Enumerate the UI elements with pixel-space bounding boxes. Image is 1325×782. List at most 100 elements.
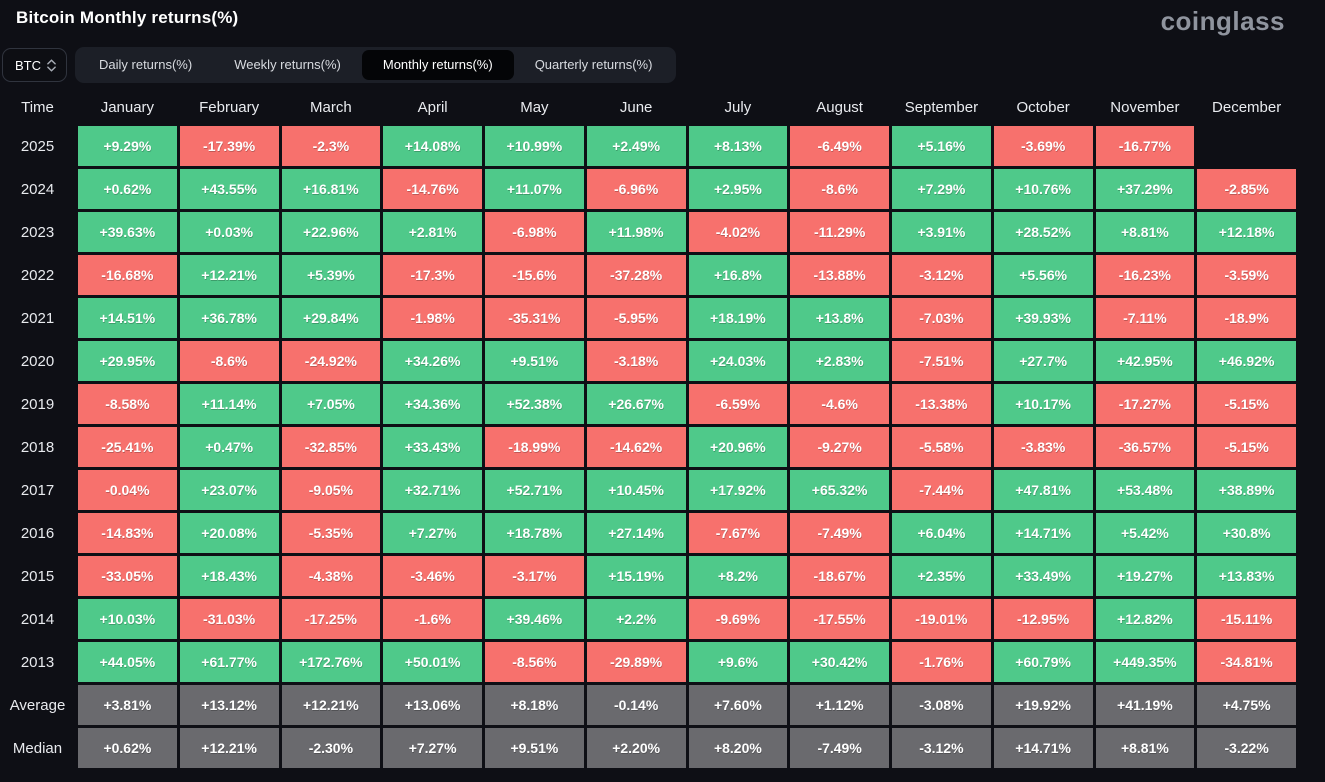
- tab-daily[interactable]: Daily returns(%): [99, 57, 193, 72]
- tab-quarterly[interactable]: Quarterly returns(%): [534, 57, 653, 72]
- return-cell: +7.27%: [383, 513, 482, 553]
- return-cell: +10.76%: [993, 169, 1093, 209]
- return-cell: +22.96%: [281, 212, 381, 252]
- column-header-may: May: [520, 98, 549, 116]
- return-cell: +26.67%: [586, 384, 686, 424]
- return-cell: +47.81%: [993, 470, 1093, 510]
- return-cell: -16.77%: [1095, 126, 1195, 166]
- return-cell: +7.05%: [281, 384, 381, 424]
- return-cell: -3.18%: [586, 341, 686, 381]
- return-cell: +39.93%: [993, 298, 1093, 338]
- return-cell: -7.67%: [688, 513, 788, 553]
- return-cell: -3.12%: [892, 728, 991, 768]
- return-cell: +8.2%: [688, 556, 788, 596]
- return-cell: +46.92%: [1197, 341, 1296, 381]
- return-cell: -5.95%: [586, 298, 686, 338]
- return-cell: +11.07%: [485, 169, 584, 209]
- return-cell: -31.03%: [179, 599, 279, 639]
- return-cell: -17.3%: [383, 255, 482, 295]
- return-cell: -18.99%: [485, 427, 584, 467]
- return-cell: +20.08%: [179, 513, 279, 553]
- return-cell: +19.92%: [993, 685, 1093, 725]
- return-cell: +7.27%: [383, 728, 482, 768]
- tab-monthly[interactable]: Monthly returns(%): [361, 50, 514, 80]
- column-header-june: June: [619, 98, 653, 116]
- return-cell: +7.60%: [688, 685, 788, 725]
- return-cell: -1.98%: [383, 298, 482, 338]
- symbol-select-value: BTC: [15, 57, 41, 73]
- return-cell: +12.18%: [1197, 212, 1296, 252]
- return-cell: +52.38%: [485, 384, 584, 424]
- return-cell: +0.62%: [78, 169, 177, 209]
- return-cell: +172.76%: [281, 642, 381, 682]
- return-cell: -3.17%: [485, 556, 584, 596]
- symbol-select[interactable]: BTC: [2, 48, 67, 82]
- table-body: 2025 +9.29% -17.39% -2.3% +14.08% +10.99% +2.4…: [0, 126, 1296, 768]
- return-cell: -3.83%: [993, 427, 1093, 467]
- return-cell: +3.81%: [78, 685, 177, 725]
- return-cell: +2.95%: [688, 169, 788, 209]
- return-cell: -6.96%: [586, 169, 686, 209]
- return-cell: -13.38%: [892, 384, 991, 424]
- return-cell: +4.75%: [1197, 685, 1296, 725]
- coinglass-logo[interactable]: coinglass: [1160, 6, 1285, 36]
- return-cell: +33.43%: [383, 427, 482, 467]
- return-cell: -7.49%: [790, 513, 889, 553]
- row-label-2022: 2022: [20, 266, 55, 284]
- return-cell: +42.95%: [1095, 341, 1195, 381]
- returns-tab-group: Daily returns(%) Weekly returns(%) Monthly…: [75, 47, 677, 83]
- tab-weekly[interactable]: Weekly returns(%): [234, 57, 341, 72]
- return-cell: -7.51%: [892, 341, 991, 381]
- return-cell: +37.29%: [1095, 169, 1195, 209]
- return-cell: +11.14%: [179, 384, 279, 424]
- return-cell: +449.35%: [1095, 642, 1195, 682]
- return-cell: +14.08%: [383, 126, 482, 166]
- row-label-median: Median: [12, 739, 63, 757]
- return-cell: -11.29%: [790, 212, 889, 252]
- return-cell: -19.01%: [892, 599, 991, 639]
- return-cell: -3.08%: [892, 685, 991, 725]
- return-cell: +8.81%: [1095, 212, 1195, 252]
- return-cell: +61.77%: [179, 642, 279, 682]
- return-cell: +33.49%: [993, 556, 1093, 596]
- return-cell: +8.18%: [485, 685, 584, 725]
- return-cell: +39.63%: [78, 212, 177, 252]
- controls-row: BTC Daily returns(%) Weekly returns(%) Mon…: [2, 47, 1325, 83]
- return-cell: +29.84%: [281, 298, 381, 338]
- return-cell: -0.04%: [78, 470, 177, 510]
- return-cell: +12.21%: [179, 728, 279, 768]
- return-cell: -12.95%: [993, 599, 1093, 639]
- return-cell: -29.89%: [586, 642, 686, 682]
- return-cell: -34.81%: [1197, 642, 1296, 682]
- row-label-average: Average: [9, 696, 66, 714]
- return-cell: +10.99%: [485, 126, 584, 166]
- return-cell: +32.71%: [383, 470, 482, 510]
- return-cell: -33.05%: [78, 556, 177, 596]
- return-cell: +2.35%: [892, 556, 991, 596]
- return-cell: +2.49%: [586, 126, 686, 166]
- return-cell: -4.02%: [688, 212, 788, 252]
- return-cell: -17.55%: [790, 599, 889, 639]
- return-cell: +44.05%: [78, 642, 177, 682]
- table-header-row: Time January February March April May June July…: [0, 92, 1296, 122]
- return-cell: -3.59%: [1197, 255, 1296, 295]
- column-header-february: February: [199, 98, 260, 116]
- return-cell: +24.03%: [688, 341, 788, 381]
- return-cell: -14.62%: [586, 427, 686, 467]
- return-cell: -9.27%: [790, 427, 889, 467]
- return-cell: -16.68%: [78, 255, 177, 295]
- return-cell: +6.04%: [892, 513, 991, 553]
- row-label-2020: 2020: [20, 352, 55, 370]
- return-cell: +30.42%: [790, 642, 889, 682]
- return-cell: -25.41%: [78, 427, 177, 467]
- return-cell: -0.14%: [586, 685, 686, 725]
- return-cell: -9.69%: [688, 599, 788, 639]
- return-cell: -8.56%: [485, 642, 584, 682]
- return-cell: -36.57%: [1095, 427, 1195, 467]
- return-cell: +9.29%: [78, 126, 177, 166]
- row-label-2016: 2016: [20, 524, 55, 542]
- row-label-2015: 2015: [20, 567, 55, 585]
- return-cell: +30.8%: [1197, 513, 1296, 553]
- return-cell: +15.19%: [586, 556, 686, 596]
- return-cell: +3.91%: [892, 212, 991, 252]
